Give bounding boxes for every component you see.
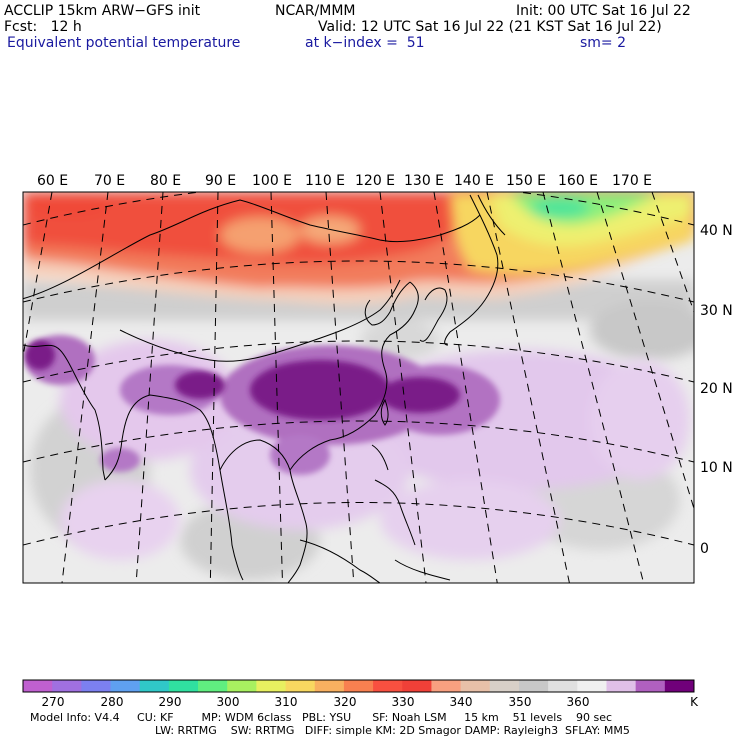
model-info-line1: Model Info: V4.4 CU: KF MP: WDM 6class P…	[30, 711, 612, 725]
colorbar	[23, 680, 695, 692]
colorbar-unit: K	[688, 695, 700, 709]
colorbar-swatch	[169, 680, 199, 692]
colorbar-swatch	[461, 680, 491, 692]
lon-label: 130 E	[404, 173, 444, 189]
colorbar-tick-label: 290	[150, 695, 190, 709]
lon-label: 110 E	[305, 173, 345, 189]
latitude-labels: 40 N 30 N 20 N 10 N 0	[700, 223, 733, 557]
lon-label: 100 E	[252, 173, 292, 189]
colorbar-tick-label: 360	[558, 695, 598, 709]
lat-label: 0	[700, 541, 709, 557]
colorbar-tick-label: 300	[208, 695, 248, 709]
colorbar-tick-label: 350	[500, 695, 540, 709]
lon-label: 60 E	[37, 173, 68, 189]
lon-label: 70 E	[94, 173, 125, 189]
colorbar-swatch	[256, 680, 286, 692]
lat-label: 30 N	[700, 303, 733, 319]
colorbar-swatch	[140, 680, 170, 692]
colorbar-swatch	[315, 680, 345, 692]
colorbar-swatch	[344, 680, 374, 692]
colorbar-swatch	[490, 680, 520, 692]
colorbar-swatch	[402, 680, 432, 692]
colorbar-tick-label: 330	[383, 695, 423, 709]
colorbar-swatch	[227, 680, 257, 692]
lat-label: 40 N	[700, 223, 733, 239]
lat-label: 20 N	[700, 381, 733, 397]
colorbar-swatch	[519, 680, 549, 692]
colorbar-swatch	[286, 680, 316, 692]
lon-label: 140 E	[454, 173, 494, 189]
colorbar-swatch	[548, 680, 578, 692]
lon-label: 80 E	[150, 173, 181, 189]
lat-label: 10 N	[700, 460, 733, 476]
colorbar-swatch	[577, 680, 607, 692]
colorbar-swatch	[431, 680, 461, 692]
colorbar-swatch	[373, 680, 403, 692]
colorbar-tick-label: 280	[92, 695, 132, 709]
lon-label: 160 E	[558, 173, 598, 189]
colorbar-swatch	[81, 680, 111, 692]
lon-label: 90 E	[205, 173, 236, 189]
colorbar-swatch	[665, 680, 695, 692]
colorbar-tick-label: 270	[33, 695, 73, 709]
lon-label: 120 E	[355, 173, 395, 189]
colorbar-tick-label: 340	[441, 695, 481, 709]
lon-label: 150 E	[506, 173, 546, 189]
colorbar-swatch	[52, 680, 82, 692]
colorbar-swatch	[111, 680, 141, 692]
colorbar-tick-label: 320	[325, 695, 365, 709]
model-info-line2: LW: RRTMG SW: RRTMG DIFF: simple KM: 2D …	[155, 724, 630, 738]
colorbar-swatch	[636, 680, 666, 692]
colorbar-tick-label: 310	[266, 695, 306, 709]
lon-label: 170 E	[612, 173, 652, 189]
colorbar-swatch	[198, 680, 228, 692]
theta-e-field	[0, 183, 740, 601]
longitude-labels: 60 E 70 E 80 E 90 E 100 E 110 E 120 E 13…	[37, 173, 652, 189]
colorbar-swatch	[23, 680, 53, 692]
colorbar-swatch	[606, 680, 636, 692]
